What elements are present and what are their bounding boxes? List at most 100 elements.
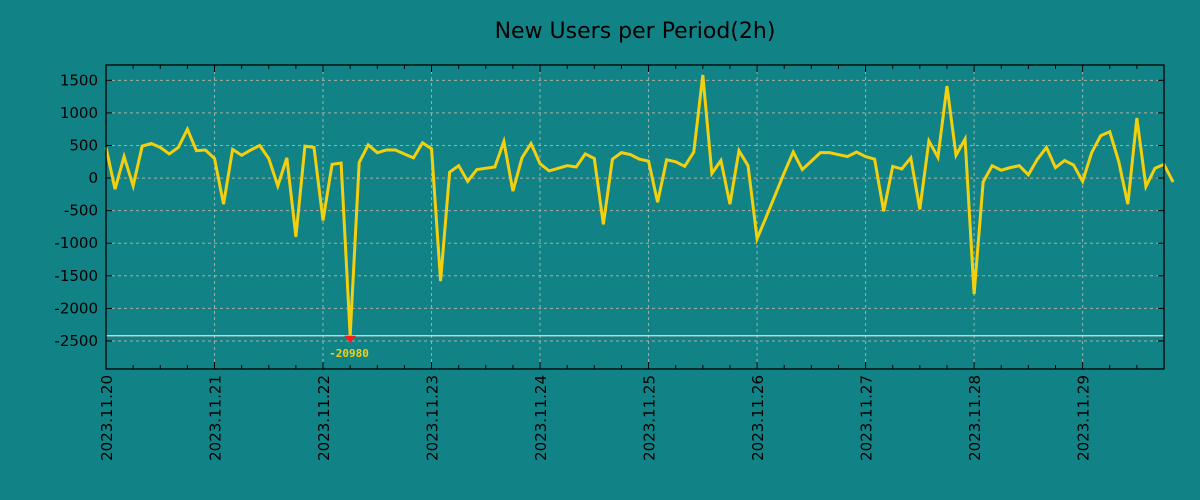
x-tick-label: 2023.11.29: [1075, 375, 1093, 461]
data-point: [847, 156, 849, 158]
grid-lines: [106, 65, 1164, 369]
data-point: [403, 153, 405, 155]
data-point: [494, 166, 496, 168]
data-point: [756, 238, 758, 240]
data-point: [195, 150, 197, 152]
data-point: [539, 163, 541, 165]
data-point: [141, 145, 143, 147]
data-point: [1172, 181, 1174, 183]
data-point: [458, 165, 460, 167]
y-tick-label: 0: [88, 169, 98, 187]
y-axis: 1500 1000 500 0 -500 -1000 -1500 -2000 -2500: [54, 71, 1164, 350]
data-point: [629, 154, 631, 156]
data-point: [304, 145, 306, 147]
data-point: [729, 203, 731, 205]
plot-frame: [105, 64, 1165, 370]
data-point: [1009, 167, 1011, 169]
data-point: [114, 188, 116, 190]
x-tick-label: 2023.11.22: [315, 375, 333, 461]
data-point: [250, 149, 252, 151]
data-point: [548, 170, 550, 172]
data-point: [602, 223, 604, 225]
data-point: [955, 154, 957, 156]
data-point: [620, 152, 622, 154]
data-point: [521, 157, 523, 159]
data-point: [286, 157, 288, 159]
data-point: [702, 74, 704, 76]
x-tick-label: 2023.11.28: [966, 375, 984, 461]
data-point: [177, 146, 179, 148]
data-point: [648, 160, 650, 162]
y-tick-label: -1500: [54, 267, 98, 285]
series-line-new-users: [104, 74, 1175, 336]
data-point: [774, 194, 776, 196]
data-point: [476, 169, 478, 171]
data-point: [132, 185, 134, 187]
data-point: [1064, 159, 1066, 161]
data-point: [801, 169, 803, 171]
data-point: [376, 152, 378, 154]
data-point: [711, 173, 713, 175]
data-point: [566, 165, 568, 167]
data-point: [331, 163, 333, 165]
clipped-marker-icon: [344, 335, 357, 343]
data-point: [819, 152, 821, 154]
data-point: [874, 158, 876, 160]
data-point: [611, 158, 613, 160]
data-point: [268, 158, 270, 160]
data-point: [259, 144, 261, 146]
y-tick-label: 1000: [60, 104, 98, 122]
y-tick-label: -500: [64, 202, 98, 220]
data-point: [765, 216, 767, 218]
data-point: [1154, 167, 1156, 169]
data-point: [295, 236, 297, 238]
data-point: [1027, 174, 1029, 176]
data-point: [991, 165, 993, 167]
data-point: [973, 293, 975, 295]
data-point: [675, 161, 677, 163]
data-point: [277, 185, 279, 187]
x-axis: 2023.11.20 2023.11.21 2023.11.22 2023.11.23…: [98, 65, 1138, 461]
data-point: [186, 128, 188, 130]
data-point: [720, 159, 722, 161]
data-point: [1100, 135, 1102, 137]
data-point: [241, 154, 243, 156]
data-point: [657, 201, 659, 203]
data-point: [150, 143, 152, 145]
y-tick-label: 1500: [60, 71, 98, 89]
data-point: [367, 144, 369, 146]
data-point: [693, 151, 695, 153]
data-point: [385, 149, 387, 151]
data-point: [412, 157, 414, 159]
data-point: [928, 140, 930, 142]
data-point: [593, 158, 595, 160]
data-point: [1127, 203, 1129, 205]
data-point: [421, 142, 423, 144]
y-tick-label: 500: [69, 136, 98, 154]
data-point: [1118, 161, 1120, 163]
data-point: [575, 166, 577, 168]
data-point: [485, 167, 487, 169]
x-tick-label: 2023.11.26: [749, 375, 767, 461]
data-point: [901, 168, 903, 170]
data-point: [1045, 146, 1047, 148]
y-tick-label: -1000: [54, 234, 98, 252]
data-point: [919, 208, 921, 210]
data-point: [557, 167, 559, 169]
data-point: [123, 156, 125, 158]
x-tick-label: 2023.11.24: [532, 375, 550, 461]
data-point: [168, 153, 170, 155]
data-point: [910, 157, 912, 159]
data-point: [964, 138, 966, 140]
data-point: [856, 151, 858, 153]
data-point: [1018, 165, 1020, 167]
data-point: [467, 180, 469, 182]
data-point: [1073, 164, 1075, 166]
data-point: [937, 156, 939, 158]
data-point: [666, 159, 668, 161]
data-point: [828, 152, 830, 154]
x-tick-label: 2023.11.21: [207, 375, 225, 461]
data-point: [810, 160, 812, 162]
data-point: [340, 162, 342, 164]
